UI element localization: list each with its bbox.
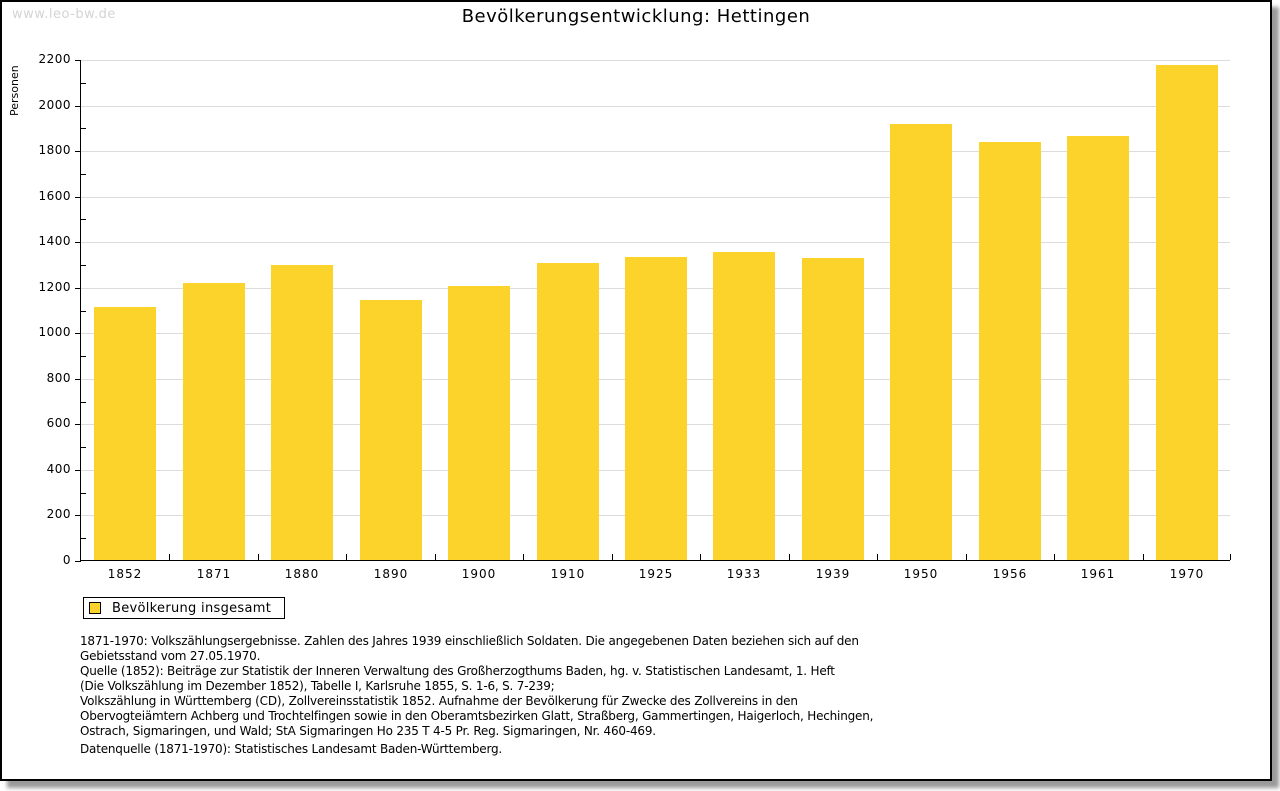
y-axis-tick [75, 424, 81, 425]
y-axis-tick [75, 333, 81, 334]
y-tick-label: 1200 [38, 280, 71, 294]
footnote-line: 1871-1970: Volkszählungsergebnisse. Zahl… [80, 634, 859, 648]
x-tick-label: 1933 [726, 567, 762, 581]
x-tick-label: 1900 [461, 567, 497, 581]
x-tick-label: 1871 [196, 567, 232, 581]
legend-label: Bevölkerung insgesamt [112, 600, 272, 616]
y-tick-label: 200 [46, 507, 71, 521]
x-tick-label: 1852 [107, 567, 143, 581]
footnote-line: Gebietsstand vom 27.05.1970. [80, 649, 261, 663]
x-axis-tick [966, 554, 967, 560]
footnote-line: (Die Volkszählung im Dezember 1852), Tab… [80, 679, 555, 693]
y-axis-tick [75, 106, 81, 107]
bar [1156, 65, 1218, 560]
y-axis-tick [75, 379, 81, 380]
bar [271, 265, 333, 560]
x-axis-tick [346, 554, 347, 560]
x-tick-label: 1910 [550, 567, 586, 581]
y-axis-tick [75, 515, 81, 516]
y-tick-label: 800 [46, 371, 71, 385]
y-axis-minor-tick [81, 128, 86, 129]
x-axis-tick [169, 554, 170, 560]
x-axis-tick [877, 554, 878, 560]
y-tick-label: 1800 [38, 143, 71, 157]
x-tick-label: 1956 [992, 567, 1028, 581]
y-tick-label: 1000 [38, 325, 71, 339]
footnotes: 1871-1970: Volkszählungsergebnisse. Zahl… [80, 634, 1240, 739]
y-tick-label: 1400 [38, 234, 71, 248]
chart-title: Bevölkerungsentwicklung: Hettingen [461, 6, 811, 27]
x-axis-tick [258, 554, 259, 560]
y-axis-tick [75, 151, 81, 152]
grid-line [81, 60, 1230, 61]
y-tick-label: 400 [46, 462, 71, 476]
x-axis-tick [612, 554, 613, 560]
bar [1067, 136, 1129, 560]
y-axis-tick [75, 561, 81, 562]
bar [537, 263, 599, 560]
y-axis-minor-tick [81, 447, 86, 448]
y-axis-minor-tick [81, 538, 86, 539]
y-tick-label: 600 [46, 416, 71, 430]
x-axis-tick [700, 554, 701, 560]
legend: Bevölkerung insgesamt [83, 597, 286, 619]
y-axis-tick [75, 197, 81, 198]
x-tick-label: 1939 [815, 567, 851, 581]
x-axis-tick [1230, 554, 1231, 560]
y-tick-label: 0 [62, 553, 71, 567]
bar [713, 252, 775, 560]
bar [448, 286, 510, 560]
bar [360, 300, 422, 560]
grid-line [81, 151, 1230, 152]
y-tick-label: 2200 [38, 52, 71, 66]
y-tick-label: 2000 [38, 98, 71, 112]
x-axis-tick [523, 554, 524, 560]
y-axis-minor-tick [81, 311, 86, 312]
grid-line [81, 197, 1230, 198]
bar [94, 307, 156, 560]
x-axis-tick [789, 554, 790, 560]
y-axis-tick [75, 470, 81, 471]
x-tick-label: 1880 [284, 567, 320, 581]
y-tick-label: 1600 [38, 189, 71, 203]
footnote-line: Ostrach, Sigmaringen, und Wald; StA Sigm… [80, 724, 656, 738]
x-axis-tick [1143, 554, 1144, 560]
datasource-note: Datenquelle (1871-1970): Statistisches L… [80, 742, 503, 756]
y-axis-tick [75, 60, 81, 61]
y-axis-minor-tick [81, 174, 86, 175]
watermark: www.leo-bw.de [12, 7, 116, 22]
y-axis-minor-tick [81, 265, 86, 266]
y-axis-minor-tick [81, 493, 86, 494]
y-axis-tick [75, 288, 81, 289]
x-axis-tick [435, 554, 436, 560]
x-tick-label: 1950 [903, 567, 939, 581]
footnote-line: Volkszählung in Württemberg (CD), Zollve… [80, 694, 798, 708]
footnote-line: Obervogteiämtern Achberg und Trochtelfin… [80, 709, 874, 723]
bar [802, 258, 864, 560]
y-axis-minor-tick [81, 402, 86, 403]
footnote-line: Quelle (1852): Beiträge zur Statistik de… [80, 664, 835, 678]
x-tick-label: 1961 [1080, 567, 1116, 581]
x-tick-label: 1925 [638, 567, 674, 581]
x-tick-label: 1890 [373, 567, 409, 581]
bar [979, 142, 1041, 560]
grid-line [81, 106, 1230, 107]
x-axis-tick [1054, 554, 1055, 560]
grid-line [81, 242, 1230, 243]
y-axis-minor-tick [81, 83, 86, 84]
plot-area: 0 200 400 600 800 1000 1200 1400 1600 1800 2000 220… [38, 52, 1231, 581]
x-tick-label: 1970 [1169, 567, 1205, 581]
bar [183, 283, 245, 560]
bar [890, 124, 952, 560]
y-axis-minor-tick [81, 356, 86, 357]
y-axis-tick [75, 242, 81, 243]
legend-swatch-icon [89, 602, 101, 614]
bar [625, 257, 687, 560]
y-axis-minor-tick [81, 219, 86, 220]
